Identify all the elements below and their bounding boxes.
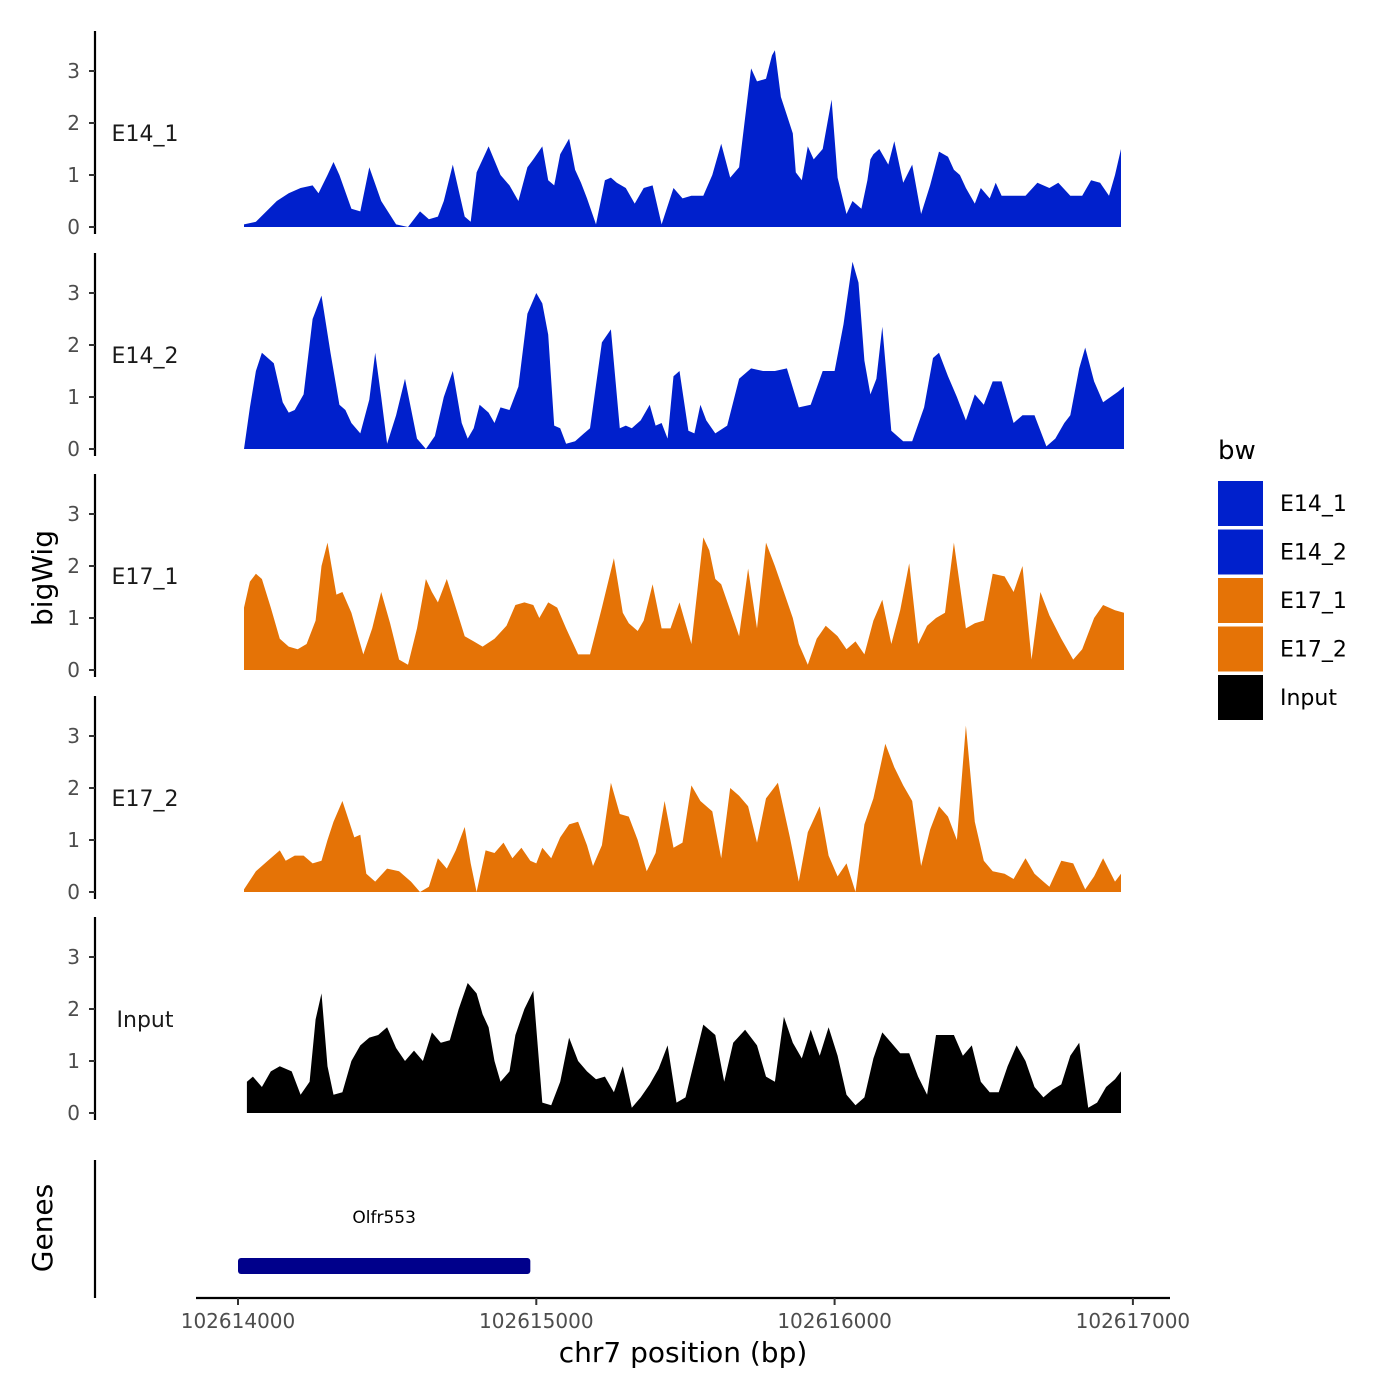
gene-track: Olfr553: [93, 1160, 531, 1298]
legend-swatch-E17_1: [1218, 578, 1263, 623]
area-Input: [246, 983, 1121, 1113]
x-tick-label: 102615000: [479, 1309, 594, 1333]
track-E17_2: 0 1 2 3 E17_2: [67, 696, 1121, 904]
y-tick-label: 3: [67, 724, 80, 748]
area-E17_1: [244, 537, 1124, 670]
track-E14_2: 0 1 2 3 E14_2: [67, 253, 1124, 461]
legend-swatch-E17_2: [1218, 626, 1263, 672]
legend-swatch-Input: [1218, 675, 1263, 720]
y-tick-label: 3: [67, 59, 80, 83]
y-tick-label: 1: [67, 828, 80, 852]
legend-label: E17_1: [1280, 589, 1347, 614]
y-tick-label: 1: [67, 1049, 80, 1073]
x-axis-title: chr7 position (bp): [559, 1336, 808, 1369]
track-label: Input: [117, 1008, 174, 1033]
area-E14_1: [244, 50, 1121, 228]
legend-swatch-E14_2: [1218, 529, 1263, 575]
legend-label: E17_2: [1280, 638, 1347, 663]
area-E17_2: [244, 725, 1121, 892]
legend-swatch-E14_1: [1218, 481, 1263, 526]
legend-label: Input: [1280, 686, 1337, 711]
y-tick-label: 2: [67, 111, 80, 135]
signal-tracks: 0 1 2 3 E14_1 0 1 2 3 E14_2 0 1 2 3 E17_1 0 1 2 3 E17_2 0 1 2 3…: [67, 31, 1124, 1125]
y-tick-label: 2: [67, 776, 80, 800]
x-tick-label: 102617000: [1076, 1309, 1191, 1333]
y-tick-label: 3: [67, 945, 80, 969]
track-label: E17_2: [112, 787, 179, 812]
x-tick-label: 102616000: [777, 1309, 892, 1333]
x-tick-label: 102614000: [181, 1309, 296, 1333]
y-tick-label: 0: [67, 658, 80, 682]
genes-axis-title: Genes: [26, 1184, 59, 1272]
legend: bw E14_1 E14_2 E17_1 E17_2 Input: [1218, 436, 1347, 720]
y-tick-label: 0: [67, 437, 80, 461]
track-E17_1: 0 1 2 3 E17_1: [67, 474, 1124, 682]
y-tick-label: 2: [67, 997, 80, 1021]
y-axis-title: bigWig: [26, 530, 59, 626]
y-tick-label: 1: [67, 385, 80, 409]
y-tick-label: 0: [67, 215, 80, 239]
y-tick-label: 0: [67, 880, 80, 904]
track-label: E17_1: [112, 565, 179, 590]
legend-label: E14_2: [1280, 541, 1347, 566]
y-tick-label: 2: [67, 333, 80, 357]
track-Input: 0 1 2 3 Input: [67, 917, 1121, 1125]
x-axis: 102614000 102615000 102616000 102617000: [181, 1296, 1191, 1333]
track-label: E14_2: [112, 344, 179, 369]
track-E14_1: 0 1 2 3 E14_1: [67, 31, 1121, 239]
y-tick-label: 3: [67, 502, 80, 526]
y-tick-label: 2: [67, 554, 80, 578]
area-E14_2: [244, 261, 1124, 449]
gene-bar: [238, 1258, 531, 1274]
track-label: E14_1: [112, 122, 179, 147]
legend-title: bw: [1218, 436, 1256, 466]
legend-label: E14_1: [1280, 492, 1347, 517]
gene-label: Olfr553: [352, 1208, 416, 1228]
y-tick-label: 0: [67, 1101, 80, 1125]
y-tick-label: 3: [67, 281, 80, 305]
y-tick-label: 1: [67, 606, 80, 630]
y-tick-label: 1: [67, 163, 80, 187]
